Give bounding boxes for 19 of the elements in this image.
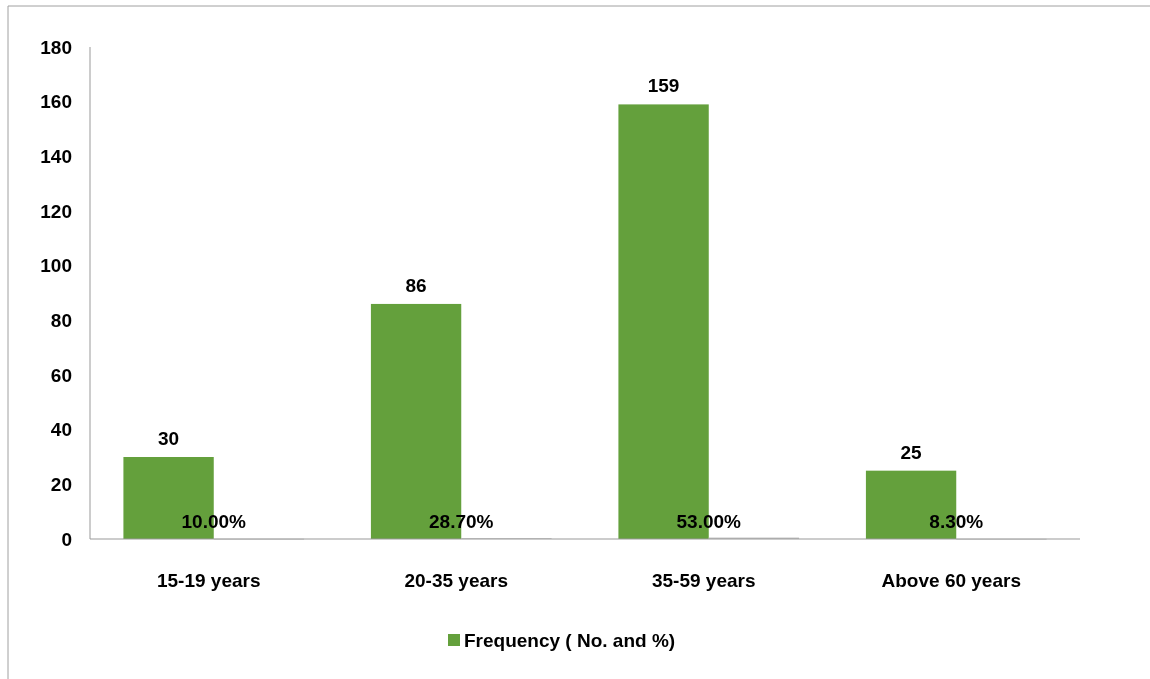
y-tick-label: 40 xyxy=(50,419,72,441)
x-tick-label: 15-19 years xyxy=(156,570,261,591)
y-tick-label: 140 xyxy=(40,145,72,167)
data-label: 159 xyxy=(647,75,680,97)
data-label: 25 xyxy=(900,441,923,463)
y-tick-label: 160 xyxy=(40,91,72,113)
y-tick-label: 120 xyxy=(40,200,72,222)
y-tick-label: 80 xyxy=(50,309,72,331)
x-tick-label: 20-35 years xyxy=(404,570,509,591)
y-tick-label: 20 xyxy=(50,473,72,495)
data-label: 30 xyxy=(158,428,180,449)
y-tick-label: 180 xyxy=(40,36,72,58)
legend-label: Frequency ( No. and %) xyxy=(464,629,676,651)
x-tick-label: Above 60 years xyxy=(881,570,1021,591)
y-tick-label: 60 xyxy=(50,364,72,386)
y-tick-label: 100 xyxy=(40,255,72,277)
x-tick-label: 35-59 years xyxy=(651,570,756,591)
data-label: 86 xyxy=(405,274,427,296)
y-tick-label: 0 xyxy=(61,528,72,550)
